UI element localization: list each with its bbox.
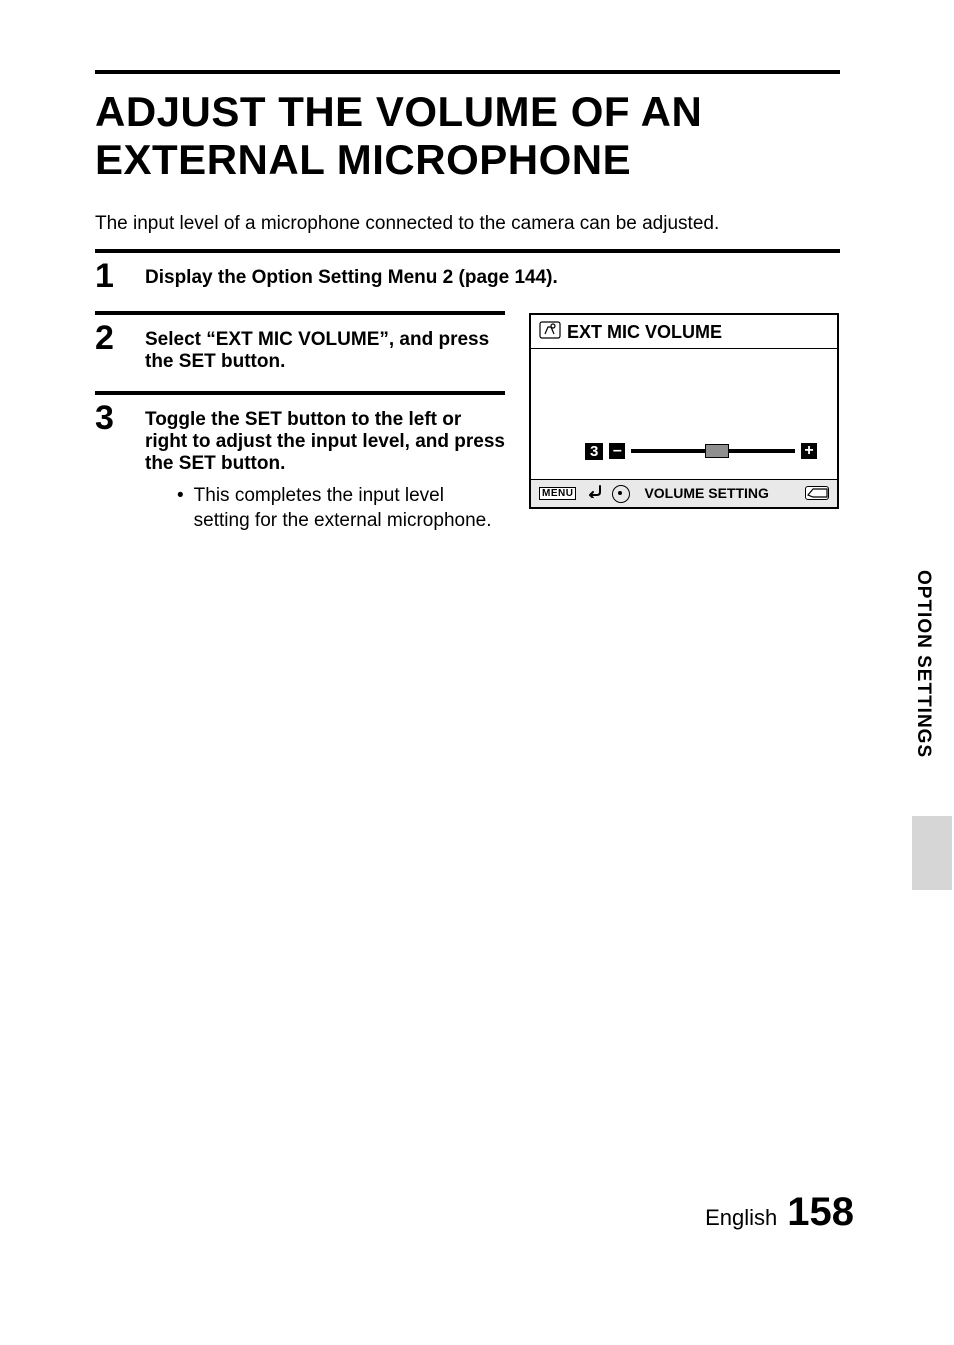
slider-value: 3 <box>585 443 603 460</box>
slider-track <box>631 449 795 453</box>
right-column: EXT MIC VOLUME 3 – + MENU VOLUM <box>529 293 840 509</box>
lcd-screen: EXT MIC VOLUME 3 – + MENU VOLUM <box>529 313 839 509</box>
dpad-icon <box>612 485 628 501</box>
lcd-footer-text: VOLUME SETTING <box>644 485 768 501</box>
footer-language: English <box>705 1205 777 1231</box>
step-number: 1 <box>95 253 123 293</box>
plus-icon: + <box>801 443 817 459</box>
page-footer: English 158 <box>705 1190 854 1235</box>
slider-thumb <box>705 444 729 458</box>
step-number: 3 <box>95 395 123 435</box>
section-tab-label: OPTION SETTINGS <box>912 570 934 810</box>
step-text: Select “EXT MIC VOLUME”, and press the S… <box>145 329 489 372</box>
top-rule <box>95 70 840 74</box>
step-bullet: • This completes the input level setting… <box>177 483 505 534</box>
manual-page: ADJUST THE VOLUME OF AN EXTERNAL MICROPH… <box>0 0 954 1345</box>
lcd-title: EXT MIC VOLUME <box>567 322 722 343</box>
mic-icon <box>539 321 561 344</box>
step-number: 2 <box>95 315 123 355</box>
bullet-marker: • <box>177 483 184 534</box>
footer-page-number: 158 <box>787 1190 854 1235</box>
section-tab: OPTION SETTINGS <box>912 570 952 890</box>
section-tab-fill <box>912 816 952 890</box>
minus-icon: – <box>609 443 625 459</box>
step-1: 1 Display the Option Setting Menu 2 (pag… <box>95 253 840 293</box>
step-3: 3 Toggle the SET button to the left or r… <box>95 395 505 534</box>
step-text: Display the Option Setting Menu 2 (page … <box>145 267 558 288</box>
ok-icon <box>805 486 829 500</box>
lcd-footer: MENU VOLUME SETTING <box>531 479 837 507</box>
volume-slider: 3 – + <box>585 443 817 460</box>
lcd-title-row: EXT MIC VOLUME <box>531 315 837 349</box>
left-column: 2 Select “EXT MIC VOLUME”, and press the… <box>95 293 505 534</box>
step-2: 2 Select “EXT MIC VOLUME”, and press the… <box>95 315 505 373</box>
page-title: ADJUST THE VOLUME OF AN EXTERNAL MICROPH… <box>95 88 840 185</box>
intro-text: The input level of a microphone connecte… <box>95 213 840 235</box>
menu-icon: MENU <box>539 487 576 500</box>
back-arrow-icon <box>586 484 602 503</box>
bullet-text: This completes the input level setting f… <box>194 483 505 534</box>
step-text: Toggle the SET button to the left or rig… <box>145 409 505 475</box>
